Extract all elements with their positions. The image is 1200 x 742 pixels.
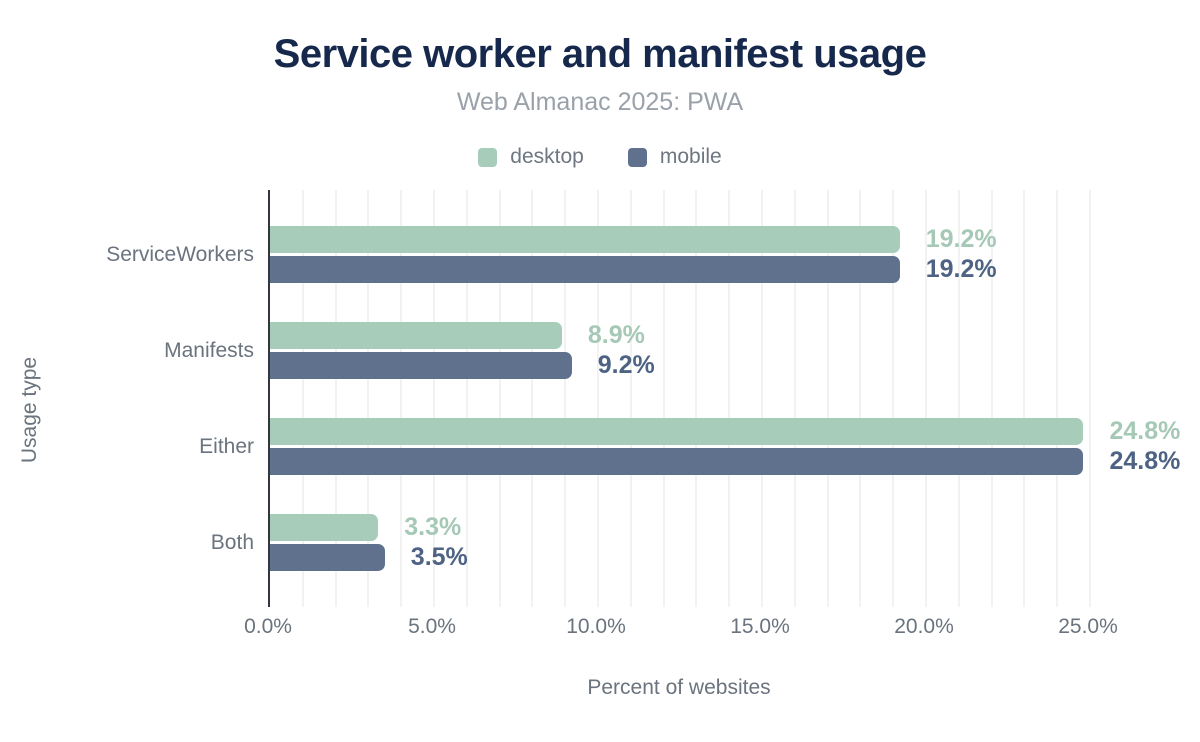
gridline — [629, 190, 632, 607]
gridline — [1089, 190, 1091, 607]
category-label: Both — [210, 530, 254, 554]
gridline — [400, 190, 403, 607]
desktop-swatch-icon — [478, 147, 498, 167]
legend-label-mobile: mobile — [659, 145, 722, 168]
mobile-bar — [270, 256, 900, 283]
bar-group-either: Either 24.8% 24.8% — [199, 417, 1180, 475]
mobile-value-label: 3.5% — [410, 543, 468, 571]
gridline — [892, 190, 895, 607]
bar-line-desktop: 3.3% — [270, 513, 1092, 541]
mobile-bar — [270, 352, 572, 379]
x-tick-label: 5.0% — [408, 615, 456, 638]
bar-line-desktop: 19.2% — [270, 225, 1092, 253]
mobile-value-label: 9.2% — [597, 351, 655, 379]
gridline — [761, 190, 763, 607]
x-tick-label: 10.0% — [566, 615, 626, 638]
mobile-bar — [270, 544, 385, 571]
gridline — [957, 190, 960, 607]
x-tick-label: 25.0% — [1058, 615, 1118, 638]
bar-line-mobile: 24.8% — [270, 447, 1180, 475]
gridline — [531, 190, 534, 607]
mobile-value-label: 19.2% — [925, 255, 997, 283]
bar-line-mobile: 9.2% — [270, 351, 1092, 379]
legend-item-mobile: mobile — [627, 145, 722, 169]
bar-line-mobile: 19.2% — [270, 255, 1092, 283]
chart-subtitle: Web Almanac 2025: PWA — [456, 88, 744, 116]
bar-line-desktop: 8.9% — [270, 321, 1092, 349]
bar-line-mobile: 3.5% — [270, 543, 1092, 571]
gridline — [334, 190, 337, 607]
gridline — [1023, 190, 1026, 607]
legend-item-desktop: desktop — [478, 145, 584, 169]
x-tick-label: 15.0% — [730, 615, 790, 638]
bar-group-manifests: Manifests 8.9% 9.2% — [164, 321, 1092, 379]
gridline — [597, 190, 599, 607]
mobile-bar — [270, 448, 1084, 475]
gridline — [301, 190, 304, 607]
gridline — [465, 190, 468, 607]
y-axis-title-text: Usage type — [18, 356, 41, 464]
x-axis-ticks: 0.0% 5.0% 10.0% 15.0% 20.0% 25.0% — [244, 615, 1118, 645]
desktop-value-label: 8.9% — [587, 321, 645, 349]
gridline — [859, 190, 862, 607]
desktop-bar — [270, 418, 1084, 445]
desktop-bar — [270, 514, 379, 541]
category-label: Either — [199, 434, 254, 458]
desktop-value-label: 19.2% — [925, 225, 997, 253]
x-tick-label: 20.0% — [894, 615, 954, 638]
gridline — [793, 190, 796, 607]
gridline — [990, 190, 993, 607]
gridline — [662, 190, 665, 607]
y-axis-title: Usage type — [18, 304, 42, 463]
gridline — [564, 190, 567, 607]
bar-group-serviceworkers: ServiceWorkers 19.2% 19.2% — [106, 225, 1092, 283]
desktop-bar — [270, 226, 900, 253]
plot-area: ServiceWorkers 19.2% 19.2% Manifests 8.9% 9.2… — [106, 190, 1180, 607]
gridline — [1056, 190, 1059, 607]
desktop-value-label: 24.8% — [1109, 417, 1181, 445]
x-axis-title: Percent of websites — [587, 676, 771, 699]
category-label: Manifests — [164, 338, 254, 362]
gridline — [433, 190, 435, 607]
category-label: ServiceWorkers — [106, 242, 254, 266]
gridline — [367, 190, 370, 607]
gridline — [925, 190, 927, 607]
x-tick-label: 0.0% — [244, 615, 292, 638]
bar-group-both: Both 3.3% 3.5% — [211, 513, 1092, 571]
gridline — [498, 190, 501, 607]
mobile-swatch-icon — [627, 147, 647, 167]
legend-label-desktop: desktop — [510, 145, 584, 168]
gridline — [826, 190, 829, 607]
desktop-value-label: 3.3% — [404, 513, 462, 541]
desktop-bar — [270, 322, 562, 349]
chart-title: Service worker and manifest usage — [273, 32, 927, 76]
gridline — [728, 190, 731, 607]
bar-line-desktop: 24.8% — [270, 417, 1180, 445]
gridline — [695, 190, 698, 607]
legend: desktop mobile — [0, 145, 1200, 169]
mobile-value-label: 24.8% — [1109, 447, 1181, 475]
